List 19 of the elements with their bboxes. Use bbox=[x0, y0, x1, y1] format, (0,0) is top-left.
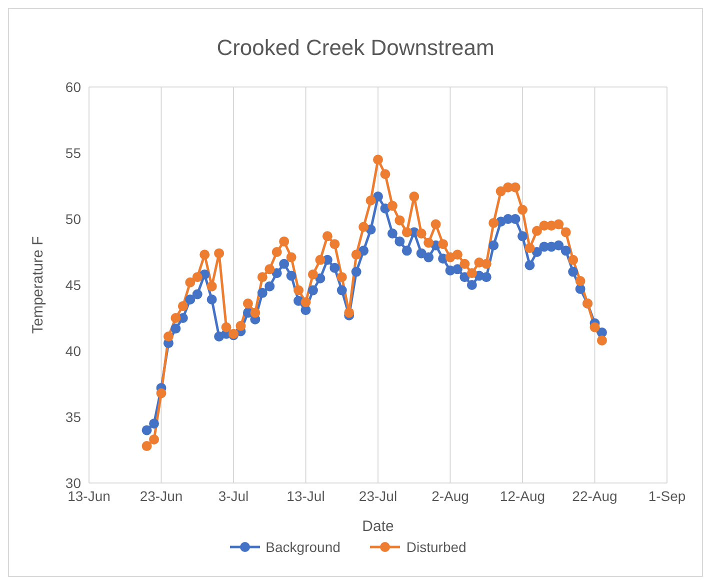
y-tick-label: 35 bbox=[65, 408, 82, 425]
y-tick-label: 45 bbox=[65, 276, 82, 293]
x-tick-label: 3-Jul bbox=[218, 488, 249, 504]
chart-title: Crooked Creek Downstream bbox=[216, 35, 496, 62]
y-tick-label: 60 bbox=[65, 78, 82, 95]
x-tick-label: 13-Jul bbox=[286, 488, 325, 504]
y-tick-label: 50 bbox=[65, 210, 82, 227]
x-tick-label: 2-Aug bbox=[432, 488, 469, 504]
y-axis-title: Temperature F bbox=[29, 236, 46, 334]
x-tick-label: 12-Aug bbox=[500, 488, 546, 504]
x-tick-label: 23-Jun bbox=[140, 488, 183, 504]
x-tick-label: 23-Jul bbox=[358, 488, 398, 504]
x-tick-label: 1-Sep bbox=[648, 488, 686, 504]
legend-label: Background bbox=[264, 539, 340, 555]
legend-label: Disturbed bbox=[405, 539, 466, 555]
y-tick-label: 55 bbox=[65, 144, 82, 161]
x-axis-title: Date bbox=[362, 518, 394, 535]
y-tick-label: 40 bbox=[65, 342, 82, 359]
x-tick-label: 22-Aug bbox=[572, 488, 618, 504]
